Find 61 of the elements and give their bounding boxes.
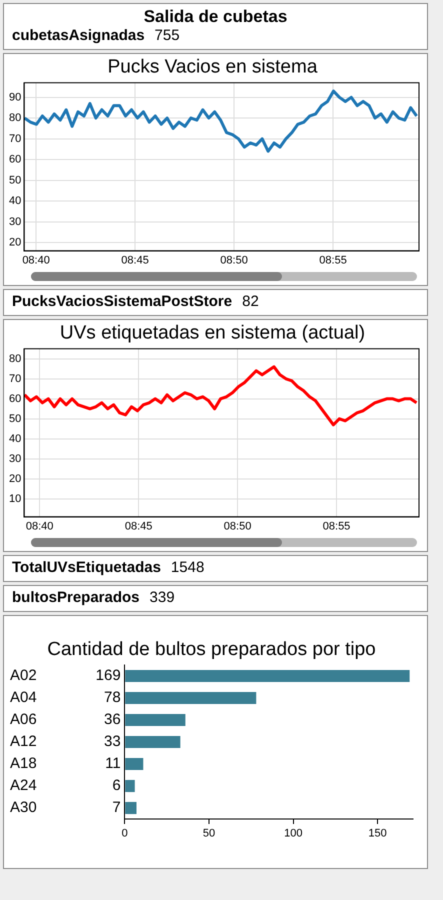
bar <box>125 802 136 814</box>
y-tick-label: 40 <box>8 432 22 445</box>
x-tick-label: 100 <box>284 828 302 840</box>
bar <box>125 692 256 704</box>
text: Salida de cubetas <box>142 7 288 27</box>
y-tick-label: A18 <box>10 755 37 772</box>
data-label: 78 <box>104 689 121 706</box>
x-tick-label: 0 <box>122 828 128 840</box>
chart-title: Pucks Vacios en sistema <box>108 56 318 78</box>
y-tick-label: 40 <box>8 195 22 208</box>
y-tick-label: 70 <box>8 372 22 385</box>
y-tick-label: 60 <box>8 154 22 166</box>
y-tick-label: 50 <box>8 174 22 186</box>
x-tick-label: 08:45 <box>121 254 149 266</box>
text: cubetasAsignadas <box>12 27 145 44</box>
y-tick-label: A24 <box>10 777 37 794</box>
y-tick-label: A12 <box>10 733 37 750</box>
x-tick-label: 150 <box>368 828 387 840</box>
chart-title: Cantidad de bultos preparados por tipo <box>47 638 376 660</box>
y-tick-label: A02 <box>10 667 37 684</box>
text: 755 <box>154 27 180 44</box>
y-tick-label: 10 <box>8 492 22 505</box>
x-tick-label: 08:40 <box>26 520 54 532</box>
data-label: 36 <box>104 711 121 728</box>
data-label: 33 <box>104 733 121 750</box>
text: 339 <box>150 589 175 606</box>
y-tick-label: 70 <box>8 132 22 145</box>
y-tick-label: A30 <box>10 799 37 816</box>
y-tick-label: 80 <box>8 112 22 124</box>
x-tick-label: 08:40 <box>22 254 50 266</box>
x-tick-label: 08:55 <box>319 254 347 266</box>
data-label: 11 <box>105 755 121 772</box>
text: TotalUVsEtiquetadas <box>12 559 161 576</box>
y-tick-label: A04 <box>10 689 37 706</box>
x-tick-label: 08:45 <box>124 520 152 532</box>
data-label: 6 <box>112 777 121 794</box>
text: 1548 <box>170 559 204 576</box>
data-label: 169 <box>96 667 121 684</box>
x-tick-label: 08:50 <box>224 520 252 532</box>
text: PucksVaciosSistemaPostStore <box>12 293 232 310</box>
bar <box>125 736 180 748</box>
y-tick-label: 30 <box>8 216 22 228</box>
bar <box>125 780 135 792</box>
text: bultosPreparados <box>12 589 140 606</box>
y-tick-label: 50 <box>8 412 22 425</box>
x-tick-label: 08:55 <box>322 520 350 532</box>
bar <box>125 670 410 682</box>
data-label: 7 <box>112 799 121 816</box>
x-tick-label: 50 <box>202 828 216 840</box>
y-tick-label: A06 <box>10 711 37 728</box>
bar <box>125 758 144 770</box>
chart-title: UVs etiquetadas en sistema (actual) <box>60 322 366 344</box>
y-tick-label: 60 <box>8 392 22 405</box>
x-tick-label: 08:50 <box>220 254 248 266</box>
text: 82 <box>242 293 259 310</box>
bar <box>125 714 186 726</box>
y-tick-label: 20 <box>8 236 22 249</box>
y-tick-label: 90 <box>8 91 22 104</box>
y-tick-label: 20 <box>8 472 22 485</box>
y-tick-label: 80 <box>8 352 22 365</box>
y-tick-label: 30 <box>8 452 22 465</box>
